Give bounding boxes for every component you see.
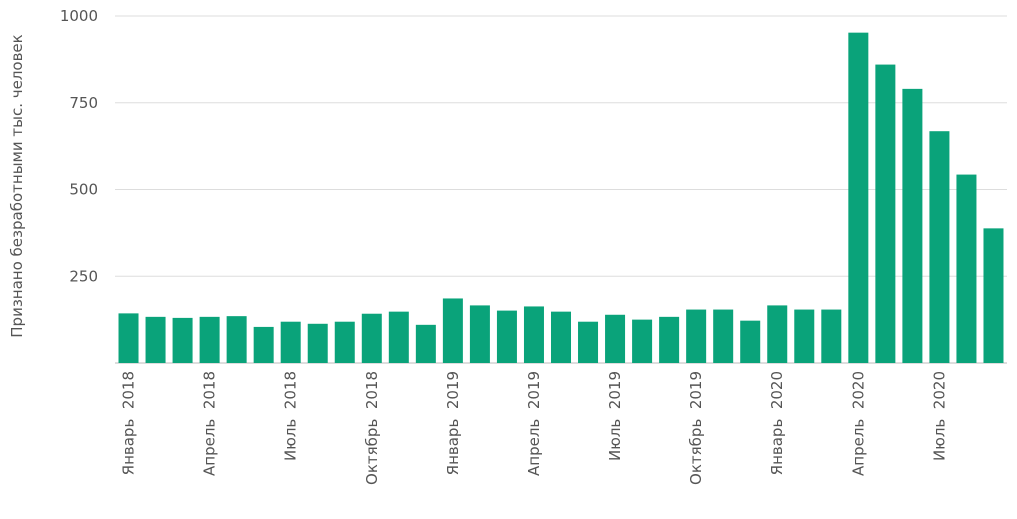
bar bbox=[280, 321, 301, 363]
bar bbox=[632, 319, 653, 363]
bar bbox=[415, 324, 436, 363]
bar bbox=[605, 314, 626, 363]
bar bbox=[578, 321, 599, 363]
bar bbox=[118, 313, 139, 363]
bar bbox=[686, 309, 707, 363]
y-tick-label: 750 bbox=[69, 94, 98, 112]
x-tick-label: Апрель 2020 bbox=[849, 371, 867, 476]
y-tick-label: 500 bbox=[69, 181, 98, 199]
x-tick-label: Июль 2018 bbox=[282, 371, 300, 461]
y-axis-title: Признано безработными тыс. человек bbox=[8, 34, 26, 337]
y-tick-label: 250 bbox=[69, 267, 98, 285]
bar bbox=[550, 311, 572, 363]
y-tick-label: 1000 bbox=[60, 7, 98, 25]
bar bbox=[442, 298, 463, 363]
bar bbox=[794, 309, 815, 363]
bar bbox=[767, 305, 788, 363]
x-tick-label: Январь 2019 bbox=[444, 371, 462, 475]
x-tick-labels: Январь 2018 Апрель 2018 Июль 2018 Октябрь 2… bbox=[120, 371, 949, 485]
bar bbox=[361, 313, 382, 363]
bar bbox=[956, 174, 977, 363]
y-tick-labels: 250 500 750 1000 bbox=[60, 7, 98, 285]
grid-lines bbox=[115, 15, 1007, 364]
bar bbox=[821, 309, 842, 363]
x-tick-label: Апрель 2018 bbox=[201, 371, 219, 476]
x-tick-label: Январь 2018 bbox=[120, 371, 138, 475]
bar bbox=[523, 306, 544, 363]
bar bbox=[496, 310, 517, 363]
bar bbox=[848, 32, 869, 363]
bar bbox=[902, 88, 923, 364]
bar bbox=[145, 316, 166, 363]
bar bbox=[334, 321, 355, 363]
bar bbox=[983, 228, 1004, 363]
x-tick-label: Апрель 2019 bbox=[525, 371, 543, 476]
bar bbox=[199, 316, 220, 363]
bar bbox=[226, 316, 247, 363]
bar bbox=[713, 309, 734, 363]
bar bbox=[307, 323, 328, 363]
bar bbox=[172, 317, 193, 363]
bar bbox=[875, 64, 896, 363]
x-tick-label: Июль 2020 bbox=[930, 371, 948, 461]
bar bbox=[659, 316, 680, 363]
bar bbox=[253, 326, 274, 363]
x-tick-label: Октябрь 2019 bbox=[687, 371, 705, 485]
bar bbox=[740, 320, 761, 363]
bars bbox=[118, 32, 1004, 364]
x-tick-label: Октябрь 2018 bbox=[363, 371, 381, 485]
x-tick-label: Январь 2020 bbox=[768, 371, 786, 475]
bar bbox=[469, 305, 490, 363]
bar bbox=[388, 311, 409, 363]
x-tick-label: Июль 2019 bbox=[606, 371, 624, 461]
bar bbox=[929, 131, 950, 363]
